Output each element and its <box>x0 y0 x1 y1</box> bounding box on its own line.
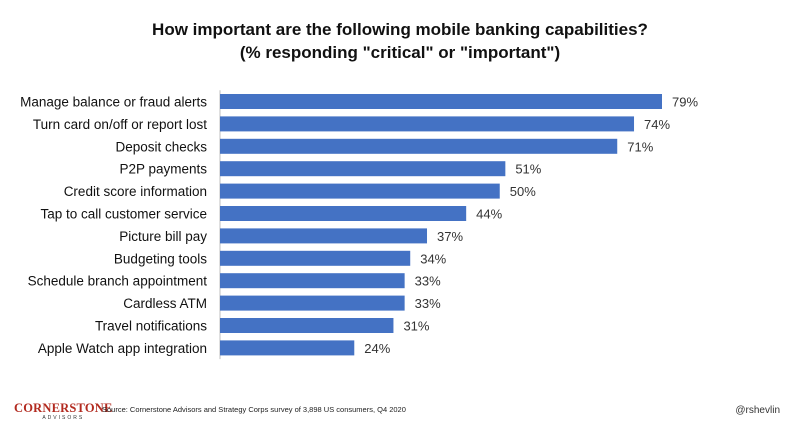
bar <box>220 138 618 154</box>
category-label: Budgeting tools <box>114 251 207 266</box>
data-label: 71% <box>627 139 653 154</box>
data-label: 37% <box>437 229 463 244</box>
bar <box>220 161 506 177</box>
category-label: Travel notifications <box>95 319 207 334</box>
category-label: Picture bill pay <box>119 229 207 244</box>
category-label: Turn card on/off or report lost <box>33 117 207 132</box>
data-label: 31% <box>403 319 429 334</box>
data-label: 74% <box>644 117 670 132</box>
data-label: 34% <box>420 251 446 266</box>
data-label: 50% <box>510 184 536 199</box>
bar <box>220 273 405 289</box>
category-label: Apple Watch app integration <box>38 341 207 356</box>
author-handle: @rshevlin <box>735 405 780 416</box>
bar <box>220 340 355 356</box>
data-label: 24% <box>364 341 390 356</box>
data-label: 44% <box>476 207 502 222</box>
category-label: Deposit checks <box>115 139 207 154</box>
chart-title: How important are the following mobile b… <box>0 18 800 64</box>
bar <box>220 206 467 221</box>
bar <box>220 250 411 266</box>
category-label: Manage balance or fraud alerts <box>20 95 207 110</box>
data-label: 51% <box>515 162 541 177</box>
source-note: Source: Cornerstone Advisors and Strateg… <box>102 405 406 414</box>
logo-subtext: ADVISORS <box>42 415 85 421</box>
chart-title-line-1: How important are the following mobile b… <box>152 20 648 39</box>
data-label: 33% <box>415 296 441 311</box>
bar <box>220 116 635 132</box>
category-label: P2P payments <box>119 162 207 177</box>
category-label: Cardless ATM <box>123 296 207 311</box>
bar <box>220 295 405 311</box>
bar <box>220 228 428 244</box>
bar <box>220 94 662 109</box>
bar <box>220 318 394 333</box>
bar <box>220 183 500 199</box>
category-label: Credit score information <box>64 184 207 199</box>
cornerstone-logo: CORNERSTONE ADVISORS <box>14 401 113 422</box>
category-label: Schedule branch appointment <box>28 274 208 289</box>
logo-text: CORNERSTONE <box>14 401 113 415</box>
category-label: Tap to call customer service <box>40 207 207 222</box>
chart-title-line-2: (% responding "critical" or "important") <box>239 43 561 62</box>
data-label: 33% <box>415 274 441 289</box>
data-label: 79% <box>672 95 698 110</box>
